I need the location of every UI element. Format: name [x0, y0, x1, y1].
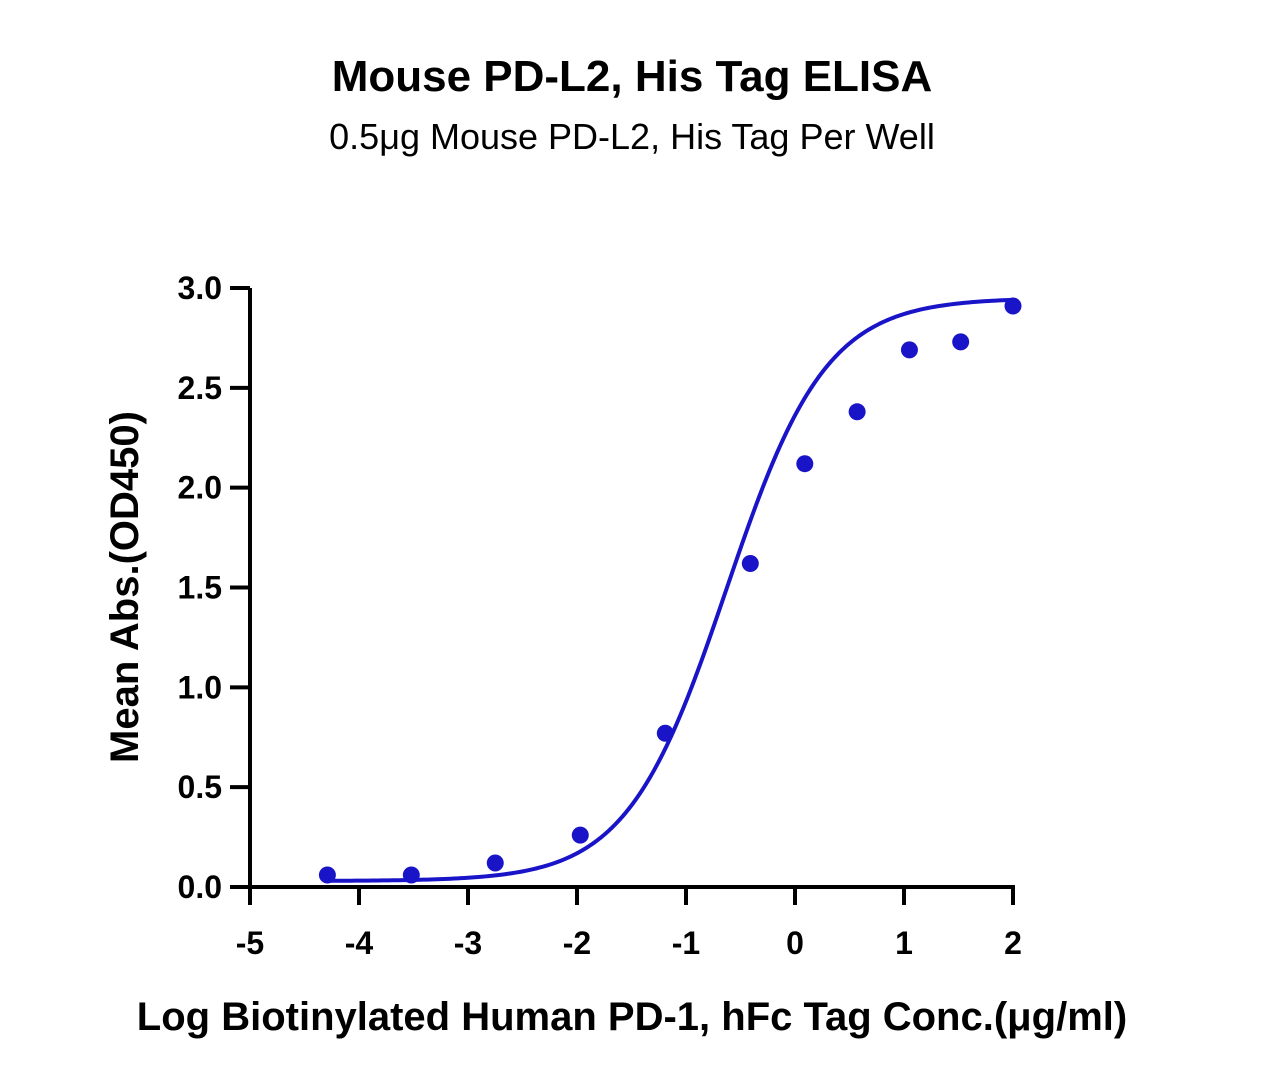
x-tick-label: -4	[345, 925, 374, 961]
data-point	[1004, 297, 1022, 315]
data-point	[796, 455, 814, 473]
data-point	[571, 826, 589, 844]
x-tick-label: 2	[1004, 925, 1022, 961]
y-axis-title: Mean Abs.(OD450)	[103, 411, 147, 763]
data-point	[486, 854, 504, 872]
data-point	[900, 341, 918, 359]
data-point	[952, 333, 970, 351]
y-tick-label: 3.0	[178, 270, 222, 306]
chart-subtitle: 0.5μg Mouse PD-L2, His Tag Per Well	[329, 116, 935, 157]
axes: 0.0 0.5 1.0 1.5 2.0 2.5 3.0 -5 -4 -3 -2 -1 0 1 2	[178, 270, 1022, 961]
x-tick-label: -5	[236, 925, 264, 961]
fit-curve-layer	[327, 297, 1014, 883]
y-tick-label: 0.5	[178, 769, 222, 805]
chart-title: Mouse PD-L2, His Tag ELISA	[331, 52, 933, 101]
data-point	[318, 866, 336, 884]
x-axis-title: Log Biotinylated Human PD-1, hFc Tag Con…	[137, 995, 1127, 1039]
x-tick-label: -2	[563, 925, 591, 961]
fit-curve	[327, 297, 1014, 883]
x-tick-label: -3	[454, 925, 482, 961]
x-tick-label: 0	[786, 925, 804, 961]
y-tick-label: 2.0	[178, 470, 222, 506]
data-point	[656, 724, 674, 742]
data-point	[402, 866, 420, 884]
y-tick-label: 1.0	[178, 669, 222, 705]
data-point	[848, 403, 866, 421]
y-tick-label: 1.5	[178, 570, 222, 606]
x-tick-label: 1	[895, 925, 913, 961]
data-point	[741, 555, 759, 573]
x-tick-label: -1	[672, 925, 700, 961]
y-tick-label: 2.5	[178, 370, 222, 406]
y-tick-label: 0.0	[178, 869, 222, 905]
data-points-layer	[318, 297, 1022, 884]
